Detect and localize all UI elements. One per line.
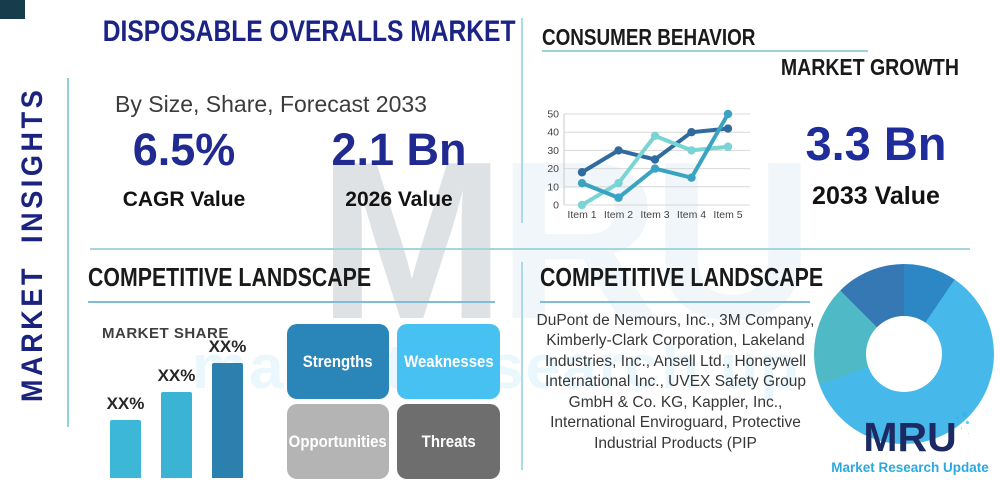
swot-weaknesses-box: Weaknesses — [397, 324, 500, 399]
horizontal-section-divider — [90, 248, 970, 250]
svg-text:30: 30 — [547, 145, 559, 157]
svg-text:40: 40 — [547, 127, 559, 139]
page-subtitle: By Size, Share, Forecast 2033 — [115, 91, 427, 117]
competitive-landscape-left-underline — [88, 301, 495, 303]
corner-accent-square — [0, 0, 25, 19]
cagr-value: 6.5% — [132, 124, 236, 175]
market-share-bar — [212, 363, 243, 478]
swot-label: Opportunities — [288, 431, 388, 451]
logo-sparkle-dots-icon — [961, 412, 967, 417]
swot-strengths-box: Strengths — [287, 324, 389, 399]
mru-logo-tagline: Market Research Update — [831, 460, 989, 476]
svg-text:Item 4: Item 4 — [677, 209, 706, 221]
svg-text:Item 1: Item 1 — [567, 209, 596, 221]
donut-hole — [866, 316, 942, 392]
svg-text:10: 10 — [547, 181, 559, 193]
consumer-behavior-heading: CONSUMER BEHAVIOR — [542, 24, 756, 50]
market-share-bar-chart: XX% XX% XX% — [95, 330, 270, 478]
forecast-label: 2033 Value — [812, 182, 940, 210]
svg-text:Item 2: Item 2 — [604, 209, 633, 221]
swot-label: Weaknesses — [403, 351, 494, 371]
consumer-behavior-underline — [542, 50, 868, 52]
cagr-label: CAGR Value — [122, 188, 246, 211]
competitive-landscape-right-heading: COMPETITIVE LANDSCAPE — [540, 262, 824, 292]
svg-text:Item 3: Item 3 — [640, 209, 669, 221]
svg-text:Item 5: Item 5 — [713, 209, 742, 221]
competitive-landscape-left-heading: COMPETITIVE LANDSCAPE — [88, 262, 372, 292]
market-share-bar-label: XX% — [106, 394, 145, 413]
base-year-value: 2.1 Bn — [331, 124, 467, 175]
market-share-bar-label: XX% — [208, 337, 247, 356]
swot-opportunities-box: Opportunities — [287, 404, 389, 479]
left-vertical-divider — [67, 78, 69, 427]
svg-text:50: 50 — [547, 109, 559, 121]
market-share-bar — [110, 420, 141, 478]
market-share-bar-label: XX% — [157, 366, 196, 385]
market-growth-line-chart: 0 10 20 30 40 50 Item 1 Item 2 Item 3 Item 4 Item … — [538, 106, 758, 226]
mru-logo: MRU Market Research Update — [828, 412, 992, 476]
key-companies-list: DuPont de Nemours, Inc., 3M Company, Kim… — [536, 312, 815, 452]
market-share-bar — [161, 392, 192, 478]
mru-logo-letters: MRU — [863, 412, 967, 459]
forecast-value: 3.3 Bn — [805, 117, 947, 170]
market-share-chart-title: MARKET SHARE — [102, 325, 229, 342]
market-growth-heading: MARKET GROWTH — [780, 54, 959, 80]
svg-text:20: 20 — [547, 163, 559, 175]
svg-text:0: 0 — [553, 200, 559, 212]
center-vertical-divider-bottom — [521, 262, 523, 470]
vertical-sidebar-label: MARKET INSIGHTS — [16, 86, 49, 402]
swot-label: Threats — [421, 431, 476, 451]
competitive-landscape-right-underline — [540, 301, 810, 303]
base-year-label: 2026 Value — [345, 188, 453, 211]
swot-threats-box: Threats — [397, 404, 500, 479]
center-vertical-divider-top — [521, 18, 523, 223]
swot-grid: Strengths Weaknesses Opportunities Threats — [287, 324, 500, 479]
swot-label: Strengths — [303, 351, 373, 371]
page-title: DISPOSABLE OVERALLS MARKET — [102, 15, 516, 48]
